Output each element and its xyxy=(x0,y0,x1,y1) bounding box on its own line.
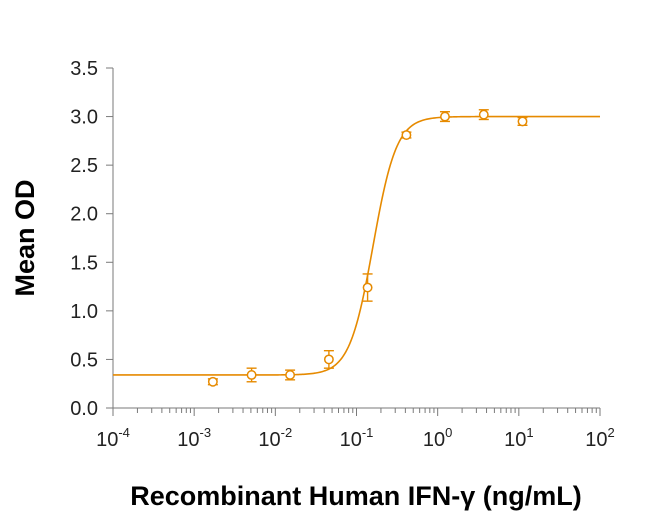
data-point xyxy=(323,349,334,369)
x-tick-label: 102 xyxy=(585,425,614,451)
x-axis: 10-4 10-3 10-2 10-1 100 101 102 xyxy=(96,407,615,451)
data-point xyxy=(517,116,528,127)
x-ticks: 10-4 10-3 10-2 10-1 100 101 102 xyxy=(96,408,615,451)
x-tick-label: 101 xyxy=(504,425,533,451)
point-marker xyxy=(440,111,450,122)
y-axis: 0.0 0.5 1.0 1.5 2.0 2.5 3.0 3.5 xyxy=(70,58,114,420)
x-tick-label: 10-3 xyxy=(177,425,211,451)
data-point xyxy=(362,273,373,302)
point-marker xyxy=(285,370,296,380)
data-points xyxy=(207,109,528,387)
point-marker xyxy=(323,354,334,365)
y-tick-label: 0.0 xyxy=(70,398,98,420)
point-marker xyxy=(246,370,257,380)
x-tick-label: 10-1 xyxy=(340,425,374,451)
x-tick-label: 10-4 xyxy=(96,425,130,451)
x-axis-title: Recombinant Human IFN-γ (ng/mL) xyxy=(130,481,582,511)
point-marker xyxy=(517,116,528,127)
fit-curve xyxy=(113,115,600,376)
y-tick-label: 1.0 xyxy=(70,301,98,323)
point-marker xyxy=(362,282,373,293)
data-point xyxy=(478,109,489,121)
point-marker xyxy=(207,376,218,387)
y-tick-label: 2.5 xyxy=(70,155,98,177)
x-tick-label: 10-2 xyxy=(258,425,292,451)
data-point xyxy=(246,367,257,383)
point-marker xyxy=(401,130,412,140)
data-point xyxy=(207,376,218,387)
y-tick-label: 1.5 xyxy=(70,252,98,274)
y-tick-label: 3.5 xyxy=(70,58,98,80)
data-point xyxy=(439,111,450,123)
data-point xyxy=(285,369,296,381)
y-axis-title: Mean OD xyxy=(10,179,40,296)
y-ticks: 0.0 0.5 1.0 1.5 2.0 2.5 3.0 3.5 xyxy=(70,58,113,420)
y-tick-label: 2.0 xyxy=(70,204,98,226)
x-tick-label: 100 xyxy=(423,425,452,451)
y-tick-label: 0.5 xyxy=(70,349,98,371)
y-tick-label: 3.0 xyxy=(70,107,98,129)
point-marker xyxy=(478,109,489,120)
data-point xyxy=(401,130,412,140)
